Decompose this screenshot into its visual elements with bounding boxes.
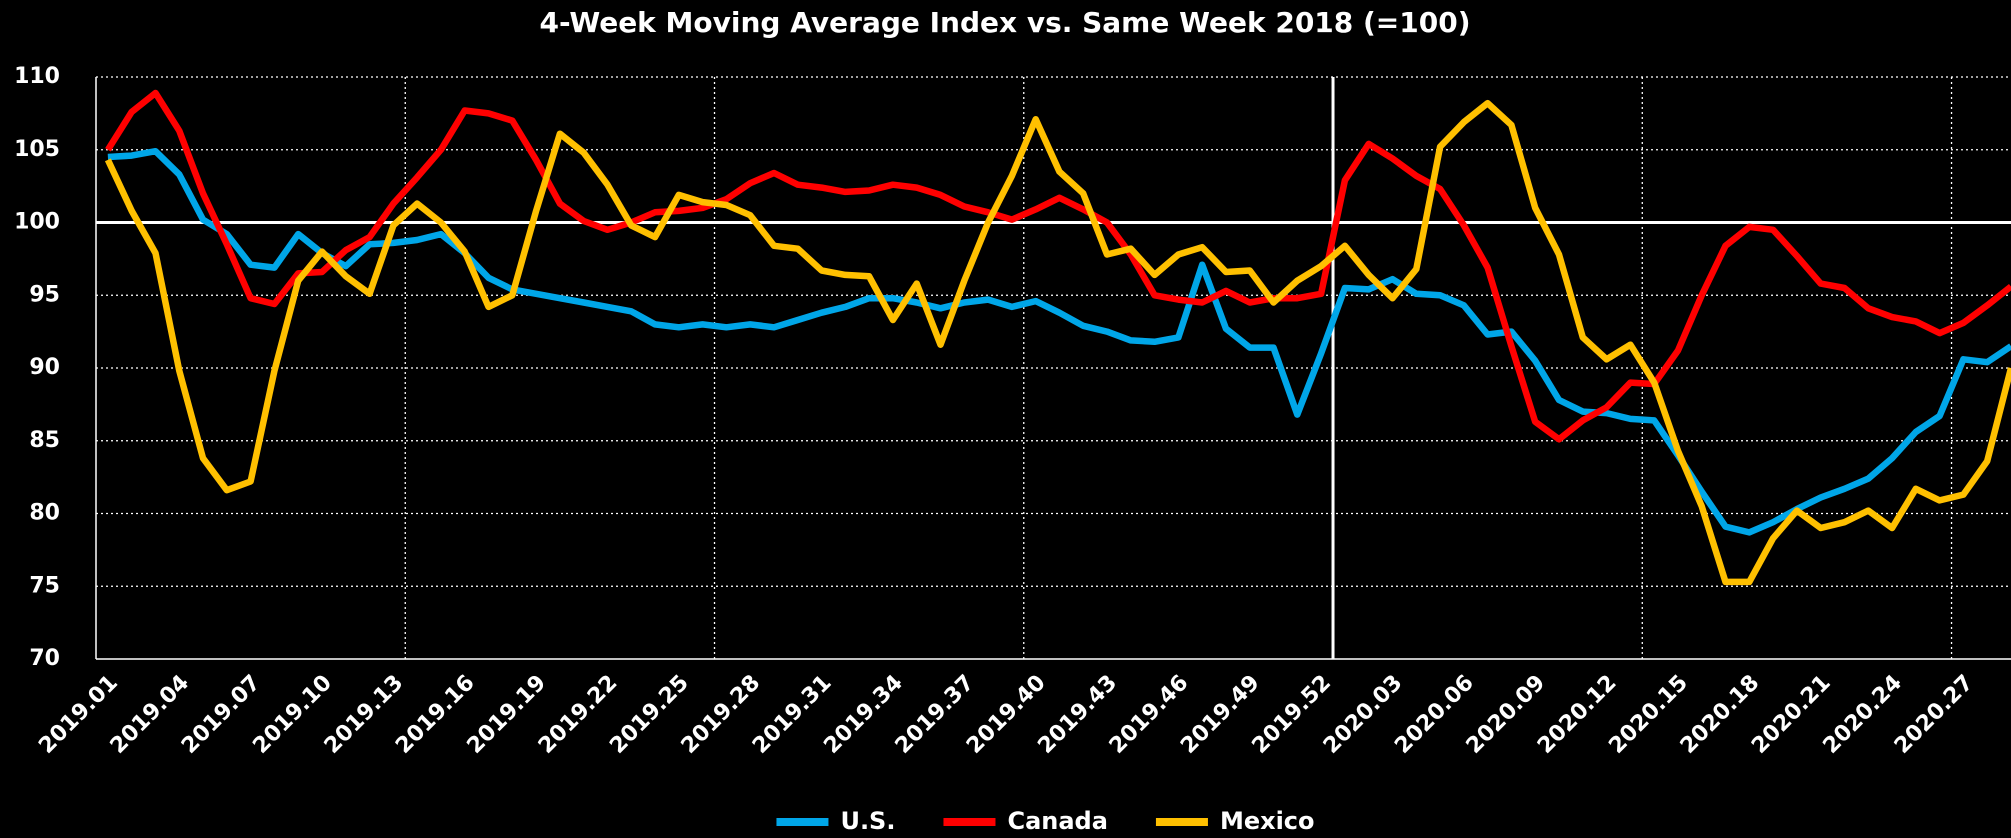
y-tick-label: 75 [29,573,60,598]
y-tick-label: 100 [14,210,60,235]
series-line [104,99,2011,586]
y-tick-label: 80 [29,501,60,526]
y-tick-label: 90 [29,355,60,380]
legend: U.S. Canada Mexico [776,807,1315,835]
y-tick-label: 85 [29,428,60,453]
y-tick-label: 105 [14,137,60,162]
y-tick-label: 95 [29,282,60,307]
series-line [105,89,2011,443]
legend-label: Mexico [1220,807,1315,835]
legend-label: U.S. [840,807,895,835]
y-tick-label: 70 [29,646,60,671]
chart-title: 4-Week Moving Average Index vs. Same Wee… [539,6,1470,39]
legend-label: Canada [1007,807,1107,835]
y-tick-label: 110 [14,64,60,89]
